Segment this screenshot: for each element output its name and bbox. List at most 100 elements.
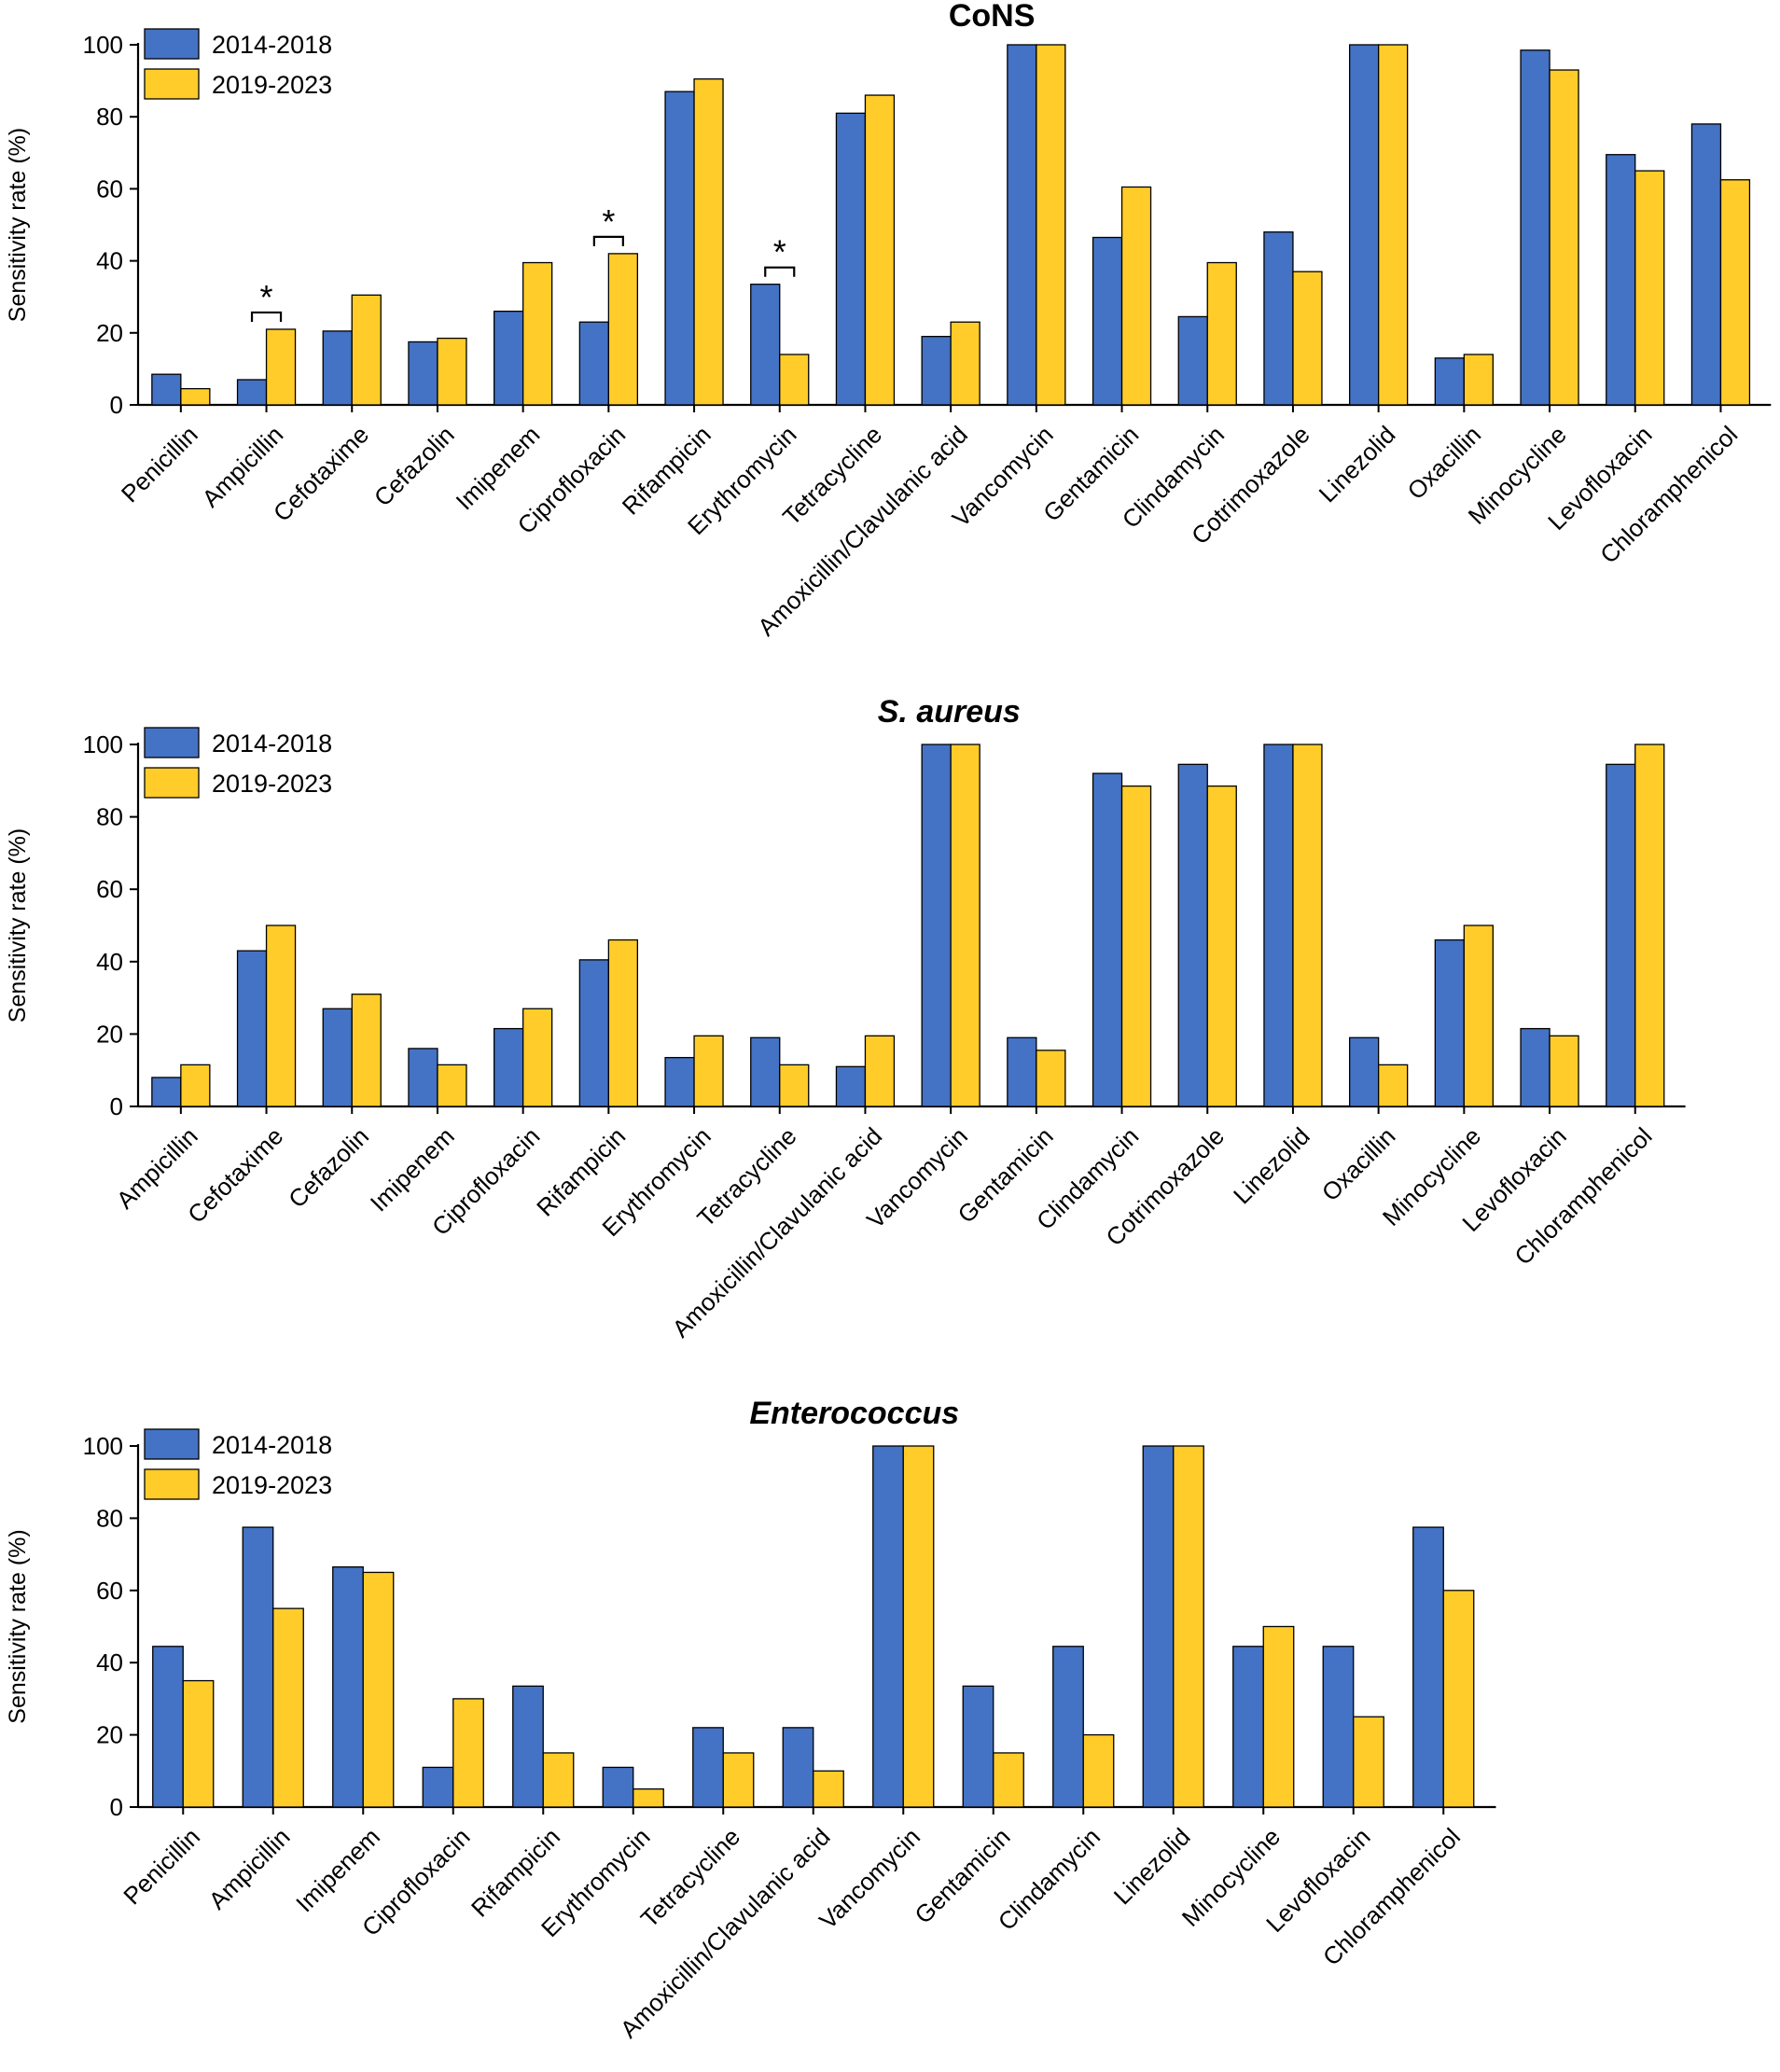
- bar-imipenem-2019-2023: [362, 1571, 395, 1808]
- x-tick-label: Linezolid: [1314, 421, 1401, 508]
- y-tick-label: 60: [96, 875, 123, 903]
- bar-linezolid-2019-2023: [1292, 744, 1323, 1107]
- bar-chloramphenicol-2019-2023: [1719, 179, 1751, 406]
- bar-tetracycline-2014-2018: [750, 1036, 781, 1107]
- bar-minocycline-2019-2023: [1262, 1625, 1295, 1808]
- bar-vancomycin-2014-2018: [921, 744, 952, 1107]
- significance-star: *: [602, 202, 615, 241]
- bar-gentamicin-2014-2018: [962, 1685, 994, 1808]
- bar-erythromycin-2014-2018: [750, 284, 781, 406]
- chart-title: CoNS: [949, 0, 1036, 34]
- chart-panel-s-aureus: S. aureus Sensitivity rate (%) 0 20 40 60 80 10…: [0, 690, 1780, 1381]
- bar-oxacillin-2014-2018: [1349, 1036, 1380, 1107]
- bar-rifampicin-2019-2023: [542, 1752, 575, 1808]
- x-tick-label: Linezolid: [1228, 1122, 1315, 1210]
- bar-ampicillin-2019-2023: [180, 1064, 211, 1107]
- legend-swatch-2014-2018: [144, 1428, 200, 1460]
- x-tick-label: Cefazolin: [283, 1122, 374, 1214]
- y-axis-label: Sensitivity rate (%): [5, 1529, 31, 1723]
- bar-erythromycin-2019-2023: [693, 1035, 724, 1107]
- bar-imipenem-2014-2018: [332, 1565, 364, 1808]
- chart-panel-enterococcus: Enterococcus Sensitivity rate (%) 0 20 40 60 8…: [0, 1381, 1780, 2072]
- bar-chloramphenicol-2014-2018: [1690, 123, 1722, 406]
- bar-cefazolin-2019-2023: [437, 337, 467, 406]
- bar-clindamycin-2019-2023: [1120, 785, 1152, 1107]
- bar-gentamicin-2014-2018: [1007, 1036, 1037, 1107]
- bar-amoxicillin-clavulanic-acid-2019-2023: [864, 1035, 896, 1107]
- bar-cotrimoxazole-2014-2018: [1263, 231, 1294, 406]
- s-aureus-chart: S. aureus Sensitivity rate (%) 0 20 40 60 80 10…: [5, 694, 1686, 1342]
- y-tick-label: 20: [96, 1020, 123, 1048]
- bar-erythromycin-2019-2023: [633, 1787, 664, 1808]
- bar-cotrimoxazole-2014-2018: [1177, 763, 1208, 1107]
- bar-clindamycin-2014-2018: [1177, 315, 1208, 406]
- bar-oxacillin-2019-2023: [1378, 1064, 1409, 1107]
- x-tick-label: Oxacillin: [1316, 1122, 1401, 1207]
- enterococcus-chart: Enterococcus Sensitivity rate (%) 0 20 40 60 8…: [5, 1396, 1496, 2043]
- y-tick-label: 60: [96, 1577, 123, 1605]
- bar-linezolid-2014-2018: [1349, 44, 1380, 406]
- bar-levofloxacin-2019-2023: [1634, 170, 1665, 406]
- chart-title: S. aureus: [878, 694, 1021, 730]
- bar-amoxicillin-clavulanic-acid-2014-2018: [782, 1727, 814, 1808]
- bar-ciprofloxacin-2014-2018: [422, 1766, 454, 1808]
- legend-label-2019-2023: 2019-2023: [212, 71, 332, 99]
- bar-ciprofloxacin-2014-2018: [494, 1027, 524, 1107]
- bar-vancomycin-2019-2023: [950, 744, 980, 1107]
- x-tick-label: Cefazolin: [369, 421, 460, 512]
- chart-panel-cons: CoNS Sensitivity rate (%) 0 20 40 60 80 100 Peni…: [0, 0, 1780, 690]
- bar-imipenem-2014-2018: [494, 310, 524, 406]
- legend-swatch-2019-2023: [144, 68, 200, 100]
- bar-tetracycline-2019-2023: [779, 1064, 810, 1107]
- bar-gentamicin-2014-2018: [1092, 236, 1123, 406]
- bar-ciprofloxacin-2014-2018: [578, 321, 609, 406]
- bar-clindamycin-2014-2018: [1092, 772, 1123, 1107]
- legend-label-2019-2023: 2019-2023: [212, 1471, 332, 1499]
- bar-minocycline-2014-2018: [1520, 49, 1551, 406]
- y-tick-label: 0: [110, 1793, 123, 1821]
- bar-amoxicillin-clavulanic-acid-2014-2018: [921, 336, 952, 406]
- bar-ampicillin-2014-2018: [236, 379, 268, 406]
- legend-swatch-2014-2018: [144, 727, 200, 758]
- bar-clindamycin-2019-2023: [1206, 261, 1237, 406]
- legend-label-2014-2018: 2014-2018: [212, 1431, 332, 1459]
- bar-vancomycin-2019-2023: [1036, 44, 1066, 406]
- significance-bracket: [250, 311, 283, 322]
- legend-label-2014-2018: 2014-2018: [212, 31, 332, 59]
- bar-amoxicillin-clavulanic-acid-2014-2018: [835, 1065, 867, 1107]
- y-tick-label: 80: [96, 1504, 123, 1532]
- legend-swatch-2019-2023: [144, 767, 200, 799]
- bar-cefotaxime-2019-2023: [351, 294, 382, 406]
- bar-imipenem-2014-2018: [408, 1048, 438, 1107]
- y-tick-label: 100: [83, 1432, 123, 1460]
- bar-levofloxacin-2019-2023: [1353, 1716, 1384, 1808]
- bar-levofloxacin-2014-2018: [1606, 154, 1636, 406]
- bar-erythromycin-2014-2018: [602, 1766, 634, 1808]
- bar-oxacillin-2014-2018: [1434, 357, 1465, 406]
- bar-cefotaxime-2014-2018: [236, 950, 268, 1107]
- bar-rifampicin-2014-2018: [578, 959, 609, 1107]
- bar-linezolid-2019-2023: [1378, 44, 1409, 406]
- bar-oxacillin-2019-2023: [1463, 354, 1494, 406]
- bar-clindamycin-2019-2023: [1082, 1733, 1115, 1808]
- y-tick-label: 40: [96, 1648, 123, 1676]
- bar-amoxicillin-clavulanic-acid-2019-2023: [813, 1770, 844, 1808]
- bar-erythromycin-2014-2018: [664, 1056, 695, 1107]
- bar-minocycline-2014-2018: [1434, 939, 1465, 1107]
- bar-cefazolin-2014-2018: [322, 1008, 353, 1107]
- x-tick-label: Ampicillin: [203, 1823, 296, 1915]
- bar-ciprofloxacin-2019-2023: [452, 1698, 484, 1808]
- bar-imipenem-2019-2023: [437, 1064, 467, 1107]
- bar-minocycline-2019-2023: [1549, 69, 1579, 406]
- y-axis-label: Sensitivity rate (%): [5, 128, 31, 322]
- bar-chloramphenicol-2014-2018: [1606, 763, 1636, 1107]
- bar-linezolid-2014-2018: [1263, 744, 1294, 1107]
- bar-rifampicin-2014-2018: [664, 90, 695, 406]
- bar-minocycline-2014-2018: [1232, 1646, 1264, 1808]
- y-tick-label: 100: [83, 31, 123, 59]
- bar-cotrimoxazole-2019-2023: [1292, 271, 1323, 406]
- bar-chloramphenicol-2019-2023: [1442, 1590, 1475, 1808]
- bar-vancomycin-2014-2018: [872, 1445, 904, 1808]
- bar-cefazolin-2019-2023: [351, 994, 382, 1107]
- bar-vancomycin-2019-2023: [902, 1445, 935, 1808]
